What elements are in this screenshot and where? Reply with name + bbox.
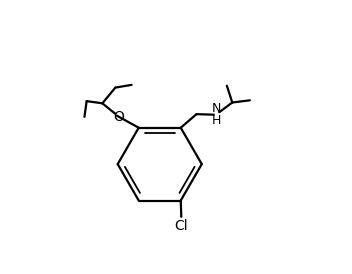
Text: O: O: [114, 110, 125, 124]
Text: Cl: Cl: [175, 219, 188, 233]
Text: N
H: N H: [211, 102, 221, 127]
